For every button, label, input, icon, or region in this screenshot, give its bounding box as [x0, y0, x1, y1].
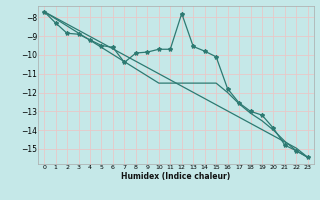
X-axis label: Humidex (Indice chaleur): Humidex (Indice chaleur) [121, 172, 231, 181]
